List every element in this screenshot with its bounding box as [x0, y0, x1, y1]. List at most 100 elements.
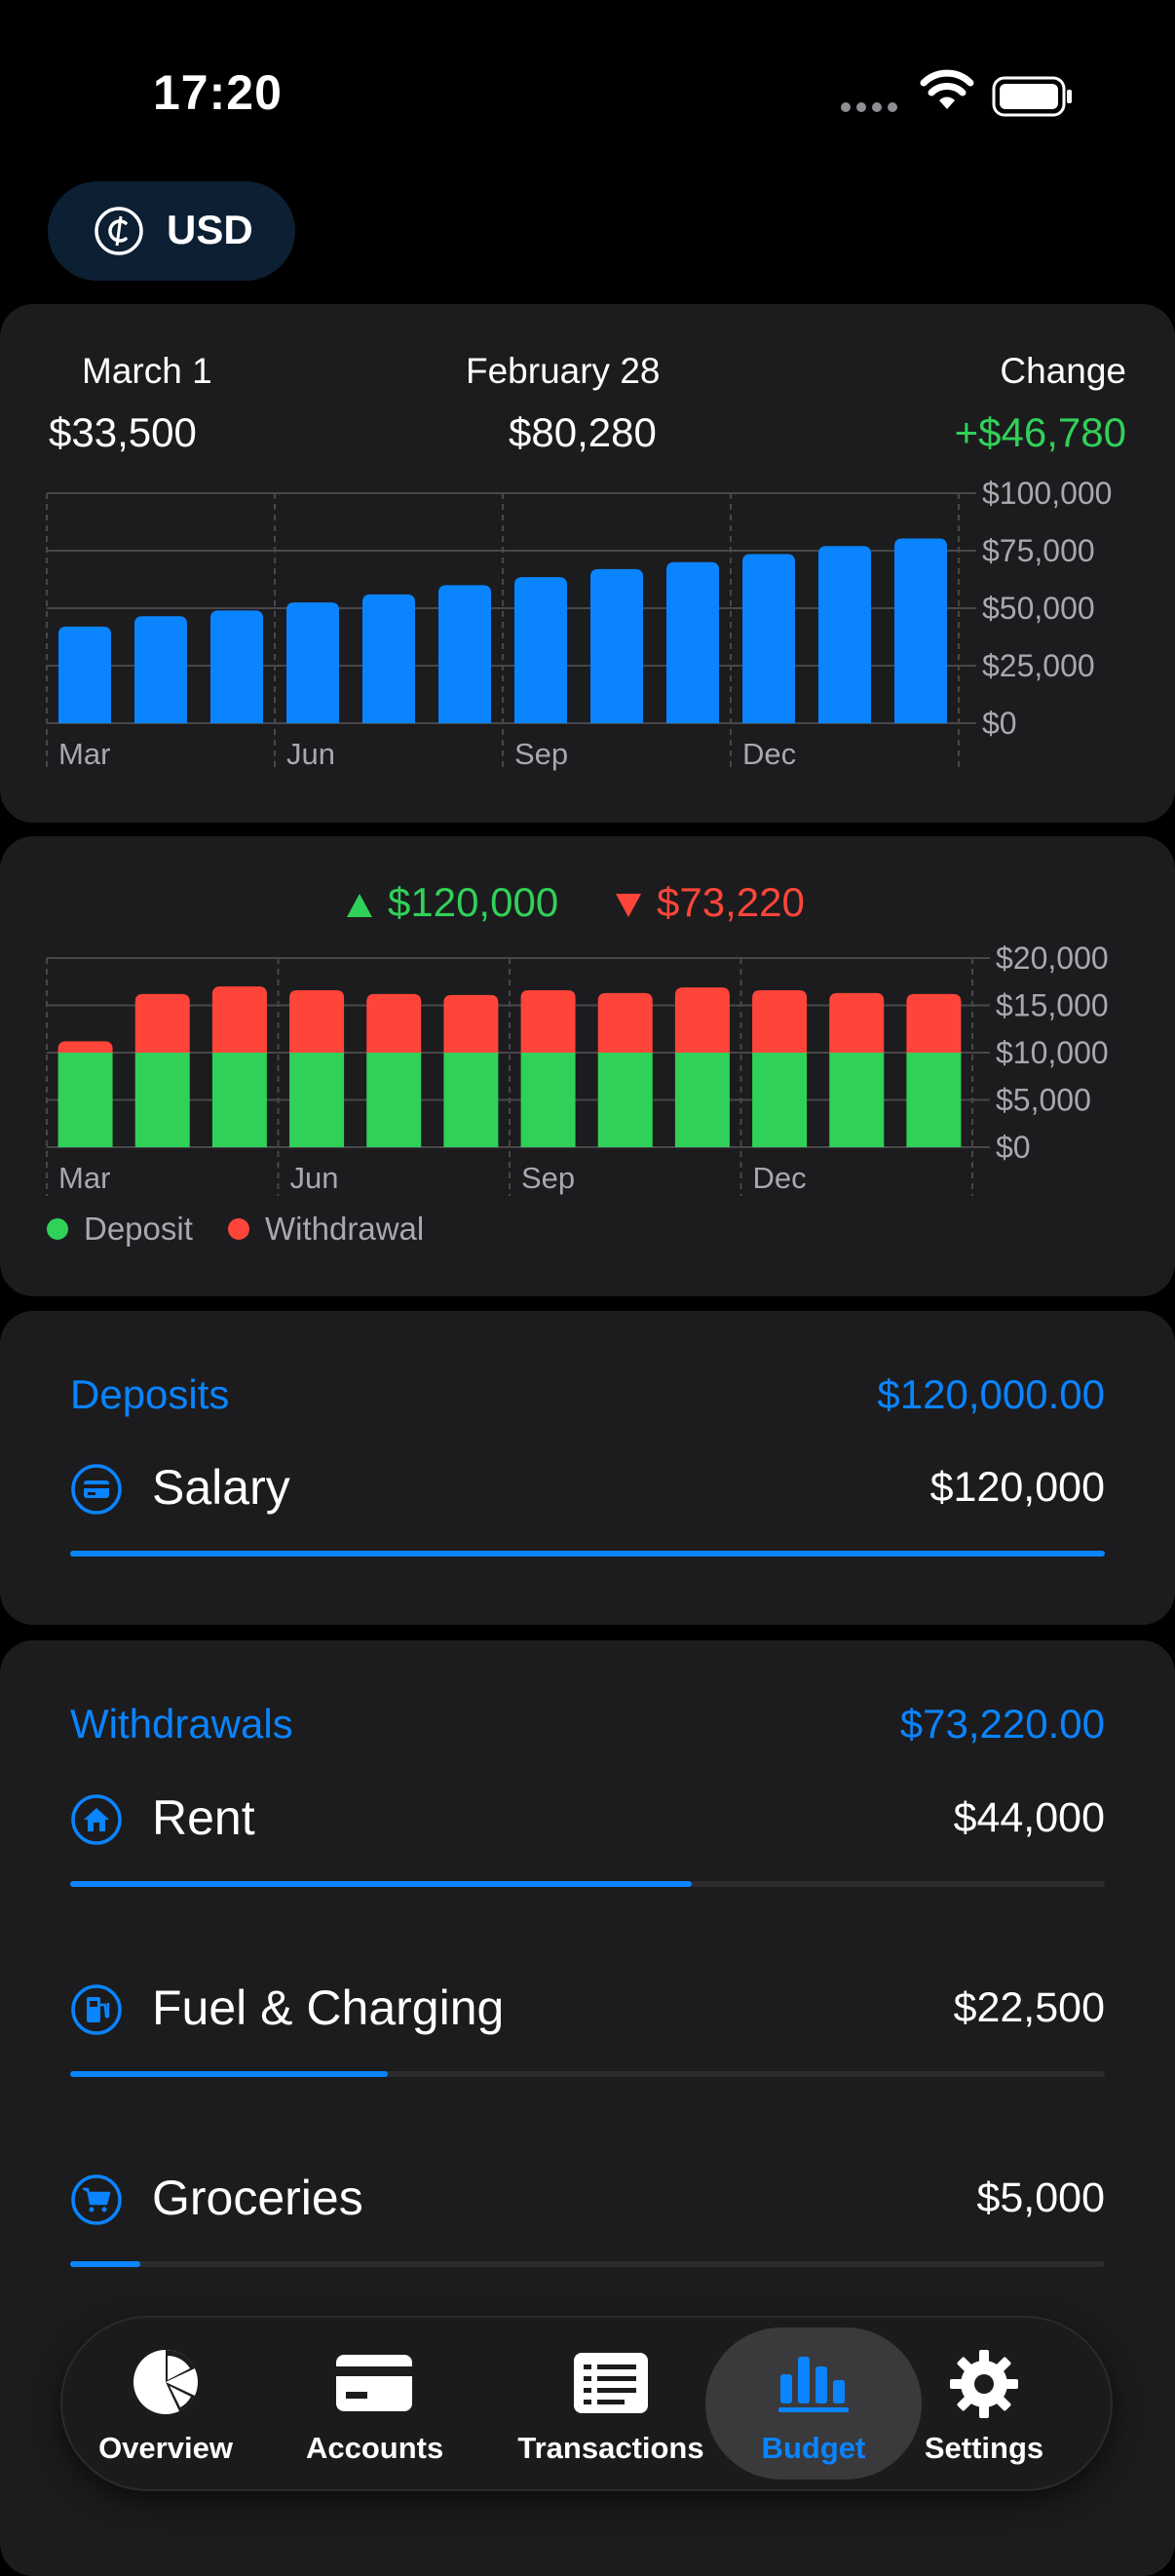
- progress-track: [70, 2261, 1105, 2267]
- deposit-total: $120,000: [388, 879, 559, 925]
- active-tab-highlight: [705, 2327, 922, 2480]
- x-tick-label: Sep: [514, 737, 568, 771]
- progress-track: [70, 2071, 1105, 2077]
- list-item-label: Groceries: [152, 2171, 363, 2225]
- withdrawal-legend-dot: [228, 1218, 249, 1240]
- tab-settings[interactable]: Settings: [916, 2316, 1052, 2491]
- balance-bar: [818, 546, 871, 723]
- cellular-dots-icon: [841, 102, 897, 112]
- y-tick-label: $75,000: [982, 533, 1095, 568]
- x-tick-label: Mar: [58, 737, 110, 771]
- card-icon: [71, 1464, 122, 1515]
- balance-bar: [210, 610, 263, 723]
- tab-label: Transactions: [517, 2431, 704, 2465]
- balance-bar: [742, 554, 795, 723]
- cashflow-card: $120,000 $73,220 $20,000 $15,000 $10,000 $5…: [0, 836, 1175, 1296]
- balance-bar: [666, 561, 719, 723]
- bar-chart-icon: [778, 2357, 849, 2412]
- deposit-bar: [366, 1053, 422, 1147]
- progress-fill: [70, 2071, 389, 2077]
- y-tick-label: $0: [996, 1130, 1031, 1165]
- deposit-legend-dot: [47, 1218, 68, 1240]
- deposits-total: $120,000.00: [877, 1371, 1105, 1417]
- start-balance-value: $33,500: [49, 409, 197, 455]
- x-tick-label: Sep: [521, 1161, 575, 1195]
- withdrawal-bar: [674, 987, 730, 1053]
- withdrawals-title: Withdrawals: [70, 1701, 293, 1747]
- pie-chart-icon: [133, 2349, 198, 2414]
- y-tick-label: $15,000: [996, 988, 1109, 1023]
- status-bar: 17:20: [0, 0, 1175, 175]
- tab-overview[interactable]: Overview: [97, 2316, 234, 2491]
- tab-label: Accounts: [306, 2431, 444, 2465]
- withdrawal-total: $73,220: [657, 879, 805, 925]
- gear-icon: [950, 2350, 1018, 2418]
- deposit-bar: [674, 1053, 730, 1147]
- tab-label: Overview: [98, 2431, 233, 2465]
- end-date-label: February 28: [466, 351, 661, 391]
- list-item-value: $120,000: [929, 1464, 1105, 1511]
- deposit-bar: [211, 1053, 267, 1147]
- balance-bar: [438, 585, 491, 723]
- balance-bar: [590, 568, 643, 723]
- battery-icon: [992, 76, 1072, 117]
- change-label: Change: [1000, 351, 1126, 391]
- tab-transactions[interactable]: Transactions: [499, 2316, 723, 2491]
- tab-accounts[interactable]: Accounts: [306, 2316, 444, 2491]
- list-icon: [574, 2353, 648, 2413]
- end-balance-value: $80,280: [509, 409, 657, 455]
- progress-fill: [70, 1881, 693, 1887]
- withdrawal-bar: [134, 993, 190, 1053]
- triangle-down-icon: [616, 894, 641, 917]
- x-tick-label: Jun: [286, 737, 335, 771]
- withdrawals-total: $73,220.00: [899, 1701, 1105, 1747]
- change-value: +$46,780: [954, 409, 1126, 455]
- balance-bar: [894, 538, 947, 723]
- deposit-bar: [443, 1053, 499, 1147]
- start-date-label: March 1: [82, 351, 212, 391]
- progress-track: [70, 1551, 1105, 1557]
- balance-bar: [362, 594, 415, 723]
- list-item-value: $5,000: [976, 2174, 1105, 2221]
- deposit-bar: [57, 1053, 113, 1147]
- currency-selector-button[interactable]: USD: [48, 181, 295, 281]
- credit-card-icon: [336, 2355, 412, 2411]
- tab-label: Budget: [761, 2431, 866, 2465]
- withdrawal-legend-label: Withdrawal: [265, 1211, 425, 1247]
- withdrawal-bar: [366, 993, 422, 1053]
- y-tick-label: $0: [982, 706, 1017, 741]
- status-time: 17:20: [153, 65, 283, 120]
- x-tick-label: Dec: [742, 737, 796, 771]
- deposit-bar: [752, 1053, 808, 1147]
- deposit-bar: [134, 1053, 190, 1147]
- progress-track: [70, 1881, 1105, 1887]
- balance-bar: [58, 626, 111, 723]
- list-item-label: Rent: [152, 1790, 255, 1845]
- deposit-bar: [829, 1053, 885, 1147]
- x-tick-label: Dec: [753, 1161, 807, 1195]
- y-tick-label: $10,000: [996, 1035, 1109, 1070]
- triangle-up-icon: [347, 894, 372, 917]
- withdrawal-bar: [443, 994, 499, 1053]
- withdrawal-bar: [289, 989, 345, 1053]
- y-tick-label: $25,000: [982, 648, 1095, 683]
- deposits-title: Deposits: [70, 1371, 230, 1417]
- balance-bar: [134, 616, 187, 723]
- y-tick-label: $20,000: [996, 943, 1109, 976]
- withdrawal-bar: [57, 1041, 113, 1053]
- deposit-bar: [520, 1053, 576, 1147]
- withdrawal-bar: [211, 986, 267, 1053]
- progress-fill: [70, 1551, 1105, 1557]
- balance-bar: [286, 602, 339, 723]
- tab-budget[interactable]: Budget: [745, 2316, 882, 2491]
- currency-circle-icon: [95, 207, 143, 255]
- deposit-bar: [906, 1053, 962, 1147]
- balance-bar: [514, 577, 567, 723]
- deposit-legend-label: Deposit: [84, 1211, 193, 1247]
- list-item-label: Fuel & Charging: [152, 1980, 505, 2035]
- tab-label: Settings: [924, 2431, 1044, 2465]
- tab-bar: Overview Accounts Transactions Budget: [60, 2316, 1113, 2491]
- cashflow-stacked-chart: $20,000 $15,000 $10,000 $5,000 $0 Mar Jun Sep De…: [46, 943, 1109, 1196]
- withdrawal-bar: [597, 992, 653, 1053]
- deposits-card: Deposits $120,000.00 Salary $120,000: [0, 1311, 1175, 1625]
